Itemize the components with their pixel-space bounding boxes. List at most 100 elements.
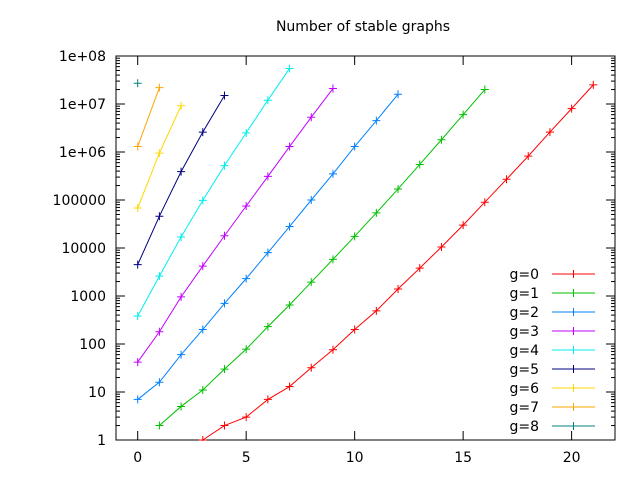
series-g-3 <box>133 84 337 367</box>
series-line <box>159 89 486 426</box>
data-point <box>263 395 272 404</box>
data-point <box>198 128 207 137</box>
data-point <box>177 232 186 241</box>
series-g-4 <box>133 64 294 321</box>
data-point <box>242 274 251 283</box>
x-tick-label: 0 <box>133 450 142 466</box>
data-point <box>220 421 229 430</box>
series-layer <box>133 64 598 441</box>
series-line <box>137 68 290 317</box>
data-point <box>155 378 164 387</box>
data-point <box>155 212 164 221</box>
data-point <box>242 128 251 137</box>
data-point <box>285 222 294 231</box>
data-point <box>177 350 186 359</box>
data-point <box>155 327 164 336</box>
data-point <box>328 255 337 264</box>
legend-label: g=1 <box>509 286 539 302</box>
legend-marker <box>569 365 578 373</box>
data-point <box>328 345 337 354</box>
data-point <box>328 84 337 93</box>
data-point <box>307 363 316 372</box>
x-tick-label: 20 <box>563 450 581 466</box>
data-point <box>133 79 142 88</box>
data-point <box>480 85 489 94</box>
data-point <box>459 110 468 119</box>
data-point <box>133 142 142 151</box>
legend-marker <box>569 346 578 354</box>
legend-label: g=4 <box>509 343 539 359</box>
y-tick-label: 10000 <box>61 241 106 257</box>
legend-label: g=7 <box>509 400 539 416</box>
data-point <box>220 231 229 240</box>
legend-marker <box>569 289 578 297</box>
data-point <box>133 358 142 367</box>
legend-marker <box>569 308 578 316</box>
data-point <box>589 80 598 89</box>
data-point <box>220 299 229 308</box>
x-tick-label: 15 <box>454 450 472 466</box>
data-point <box>242 345 251 354</box>
data-point <box>372 116 381 125</box>
data-point <box>263 96 272 105</box>
data-point <box>437 242 446 251</box>
series-g-5 <box>133 91 229 269</box>
data-point <box>480 198 489 207</box>
y-tick-label: 1e+07 <box>59 97 106 113</box>
data-point <box>307 278 316 287</box>
data-point <box>198 196 207 205</box>
series-g-0 <box>198 80 598 441</box>
data-point <box>220 161 229 170</box>
legend-label: g=2 <box>509 305 539 321</box>
plot-area <box>115 55 616 441</box>
series-g-8 <box>133 79 142 88</box>
legend-label: g=8 <box>509 419 539 435</box>
plot-border <box>115 55 616 441</box>
data-point <box>567 104 576 113</box>
legend-label: g=5 <box>509 362 539 378</box>
data-point <box>415 264 424 273</box>
legend-label: g=3 <box>509 324 539 340</box>
data-point <box>285 382 294 391</box>
y-tick-label: 1 <box>97 433 106 449</box>
data-point <box>394 284 403 293</box>
y-axis: 1 10 100 1000 10000 100000 1e+06 1e+07 1e+08 <box>53 49 615 449</box>
data-point <box>220 365 229 374</box>
legend-marker <box>569 384 578 392</box>
data-point <box>459 221 468 230</box>
data-point <box>328 169 337 178</box>
data-point <box>177 167 186 176</box>
x-tick-label: 5 <box>242 450 251 466</box>
data-point <box>242 201 251 210</box>
data-point <box>372 306 381 315</box>
series-line <box>137 93 399 400</box>
data-point <box>177 402 186 411</box>
series-line <box>137 88 334 363</box>
data-point <box>177 292 186 301</box>
legend-marker <box>569 422 578 430</box>
data-point <box>155 83 164 92</box>
data-point <box>133 204 142 213</box>
data-point <box>350 142 359 151</box>
data-point <box>415 160 424 169</box>
y-tick-label: 1e+06 <box>59 145 106 161</box>
data-point <box>133 312 142 321</box>
x-tick-label: 10 <box>346 450 364 466</box>
y-tick-label: 1000 <box>70 289 106 305</box>
data-point <box>198 325 207 334</box>
data-point <box>155 149 164 158</box>
data-point <box>307 113 316 122</box>
series-g-1 <box>155 85 489 430</box>
data-point <box>524 152 533 161</box>
data-point <box>242 413 251 422</box>
data-point <box>177 101 186 110</box>
data-point <box>198 262 207 271</box>
data-point <box>285 300 294 309</box>
legend-label: g=0 <box>509 267 539 283</box>
legend-label: g=6 <box>509 381 539 397</box>
legend-marker <box>569 327 578 335</box>
data-point <box>155 421 164 430</box>
chart-title: Number of stable graphs <box>276 19 450 35</box>
y-tick-label: 100 <box>79 337 106 353</box>
legend-marker <box>569 270 578 278</box>
